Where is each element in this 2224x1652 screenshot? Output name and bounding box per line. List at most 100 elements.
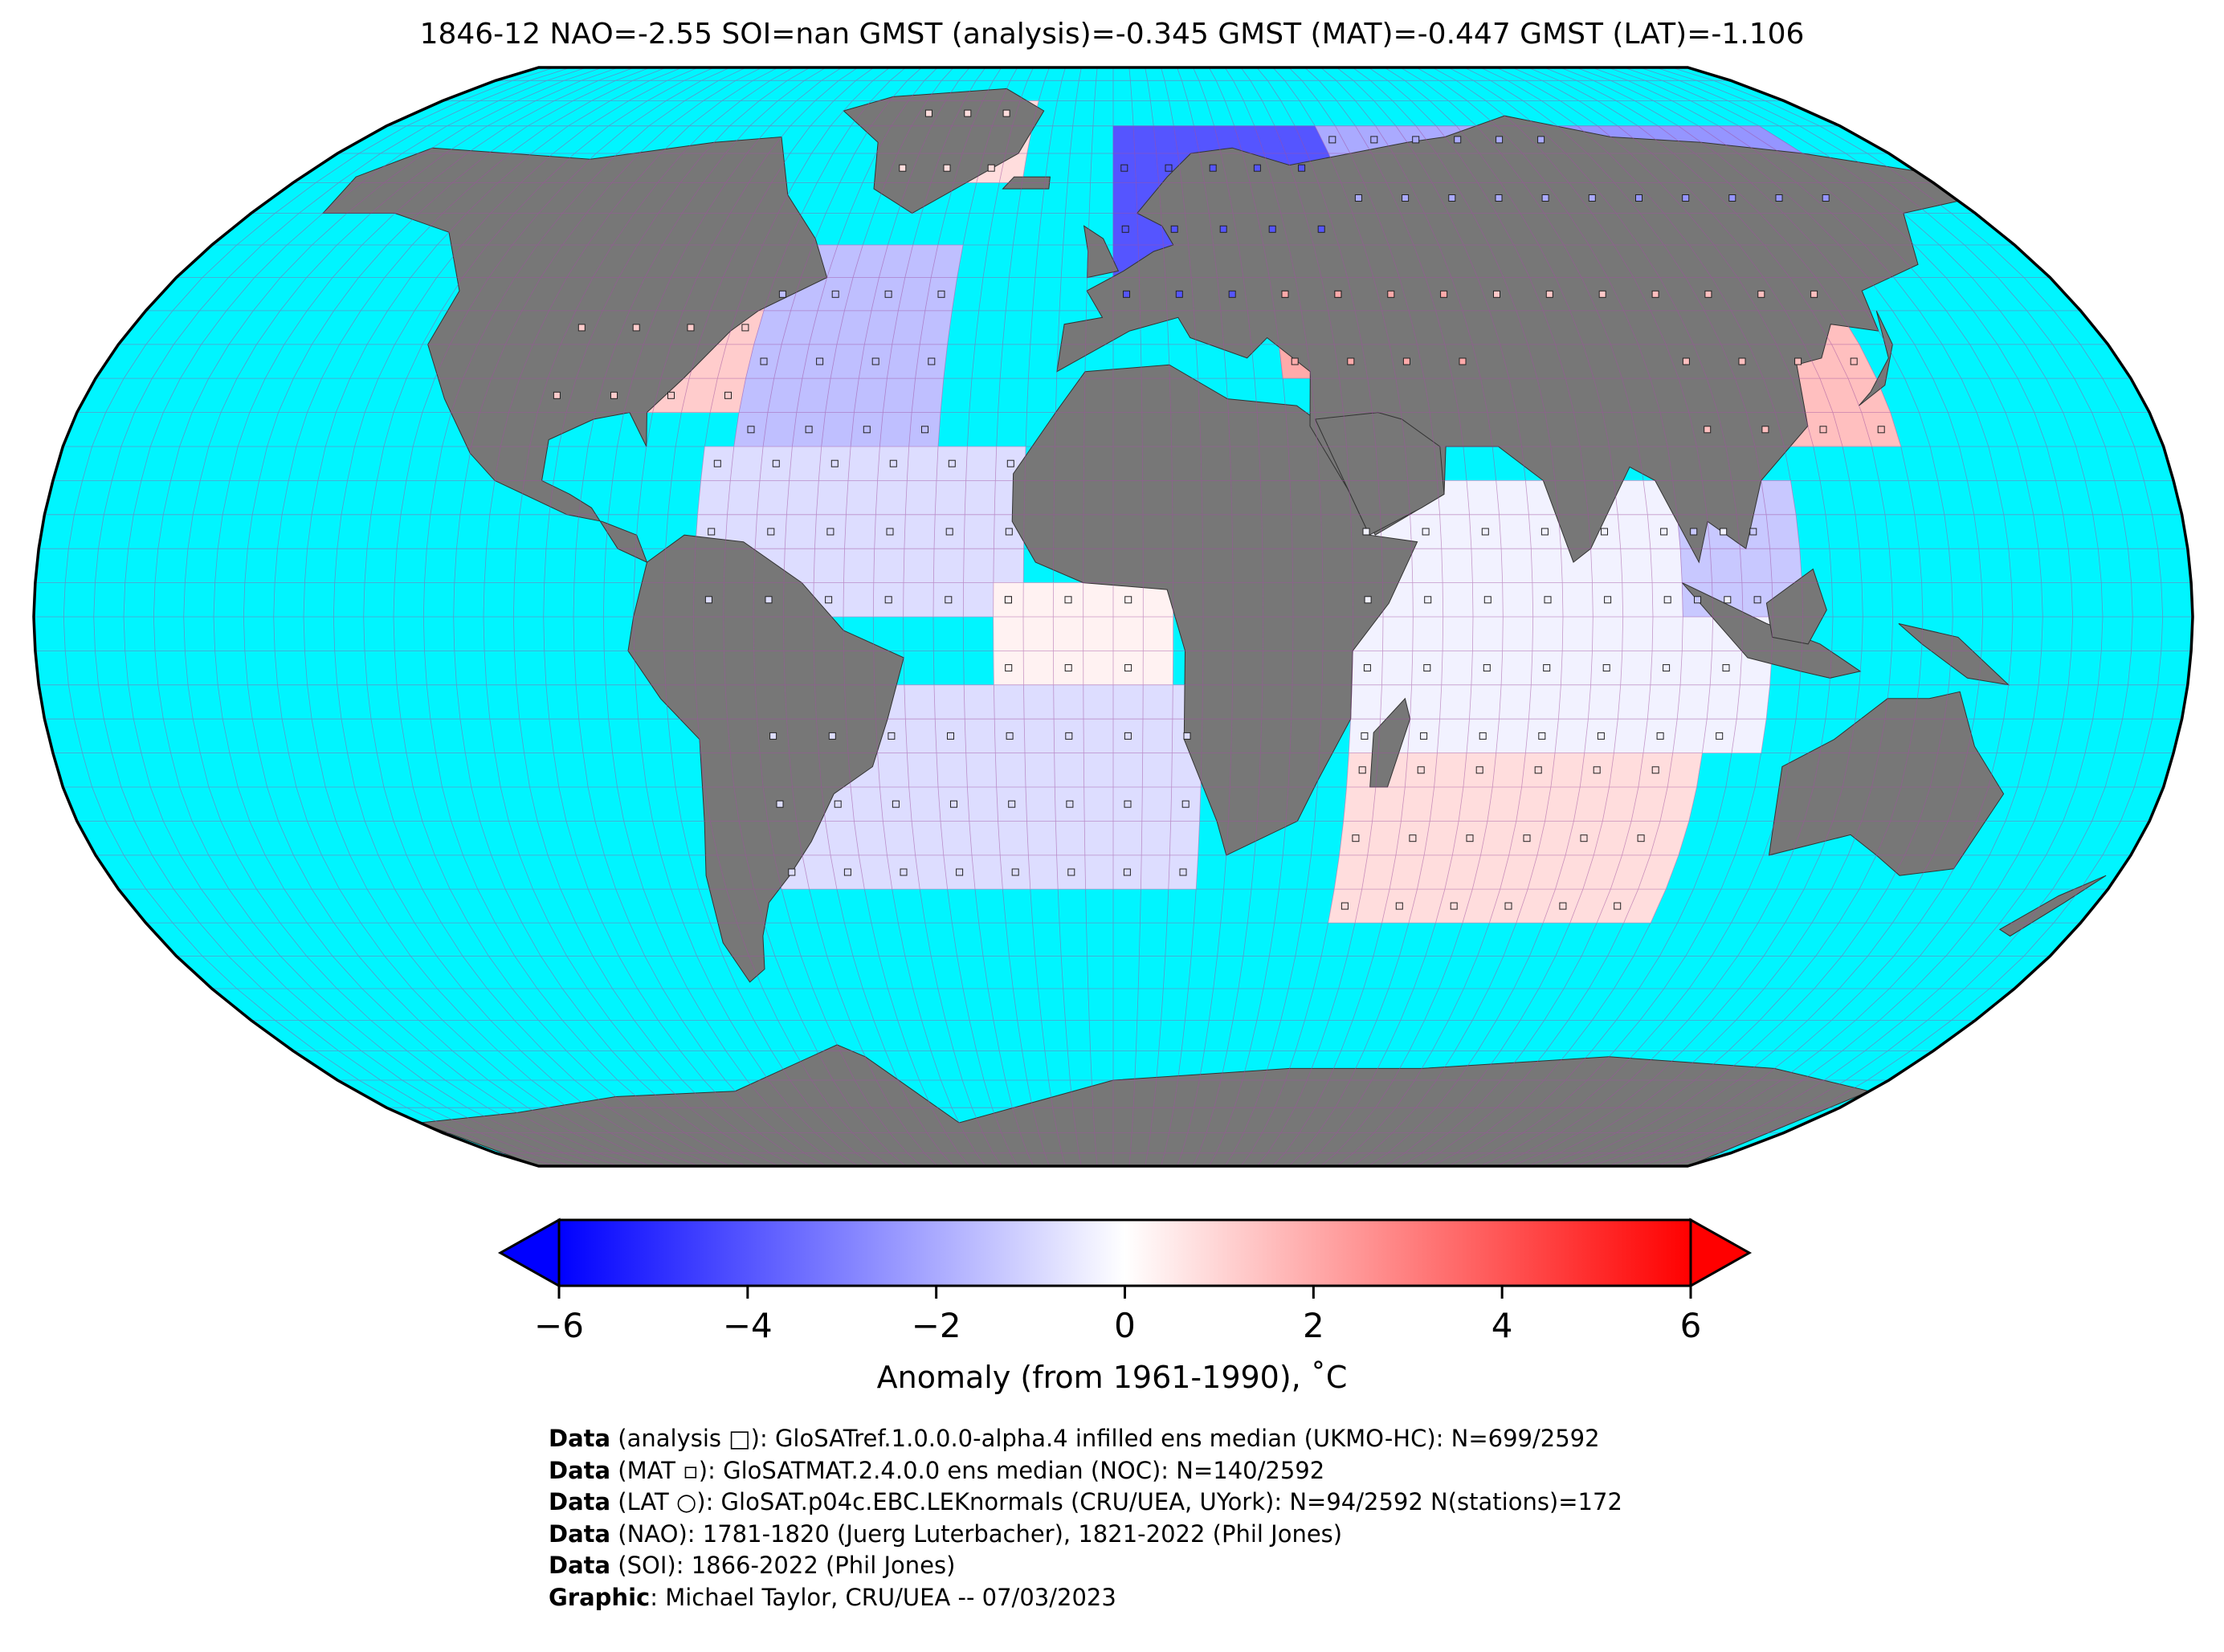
observation-marker bbox=[776, 800, 784, 808]
anomaly-cell bbox=[1437, 718, 1470, 753]
colorbar-tick-label: −4 bbox=[723, 1306, 773, 1345]
meridian-line bbox=[1352, 67, 1564, 1166]
meridian-line bbox=[602, 67, 843, 1166]
anomaly-cell bbox=[1647, 684, 1681, 720]
credit-bold: Data bbox=[549, 1519, 611, 1548]
anomaly-cell bbox=[965, 446, 998, 481]
anomaly-cell bbox=[903, 582, 934, 618]
anomaly-cell bbox=[854, 377, 888, 413]
observation-marker bbox=[945, 596, 953, 604]
anomaly-cell bbox=[904, 684, 936, 720]
meridian-line bbox=[1368, 67, 1594, 1166]
anomaly-cell bbox=[1681, 616, 1714, 651]
land-new-guinea bbox=[1898, 623, 2010, 686]
meridian-line bbox=[153, 67, 603, 1166]
anomaly-cell bbox=[969, 821, 1001, 856]
meridian-line bbox=[1272, 67, 1414, 1166]
anomaly-cell bbox=[1499, 684, 1532, 720]
anomaly-cell bbox=[1561, 651, 1593, 686]
anomaly-cell bbox=[882, 821, 916, 856]
anomaly-cell bbox=[994, 684, 1025, 720]
observation-marker bbox=[1541, 194, 1549, 202]
anomaly-cell bbox=[1769, 548, 1802, 583]
observation-marker bbox=[1794, 357, 1802, 365]
meridian-line bbox=[1022, 67, 1066, 1166]
anomaly-cell bbox=[1028, 855, 1059, 890]
anomaly-cell bbox=[789, 446, 822, 481]
meridian-line bbox=[1083, 67, 1098, 1166]
anomaly-cell bbox=[1620, 651, 1653, 686]
anomaly-cell bbox=[1410, 684, 1443, 720]
meridian-line bbox=[1052, 67, 1082, 1166]
anomaly-cell bbox=[1372, 786, 1406, 822]
observation-marker bbox=[1363, 664, 1371, 672]
observation-marker bbox=[956, 868, 964, 876]
anomaly-cell bbox=[1709, 548, 1743, 583]
observation-marker bbox=[1483, 664, 1491, 672]
anomaly-cell bbox=[1401, 786, 1434, 822]
meridian-line bbox=[543, 67, 810, 1166]
observation-marker bbox=[1593, 766, 1601, 774]
anomaly-cell bbox=[1112, 753, 1144, 788]
observation-marker bbox=[1183, 732, 1191, 740]
anomaly-cell bbox=[936, 753, 968, 788]
anomaly-cell bbox=[963, 514, 995, 549]
meridian-line bbox=[273, 67, 667, 1166]
credit-bold: Graphic bbox=[549, 1583, 651, 1611]
observation-marker bbox=[724, 391, 732, 399]
anomaly-cell bbox=[1132, 125, 1157, 154]
anomaly-cell bbox=[844, 514, 876, 549]
meridian-line bbox=[333, 67, 699, 1166]
meridian-line bbox=[1463, 67, 1773, 1166]
observation-marker bbox=[1291, 357, 1299, 365]
anomaly-cell bbox=[963, 684, 995, 720]
observation-marker bbox=[1006, 459, 1014, 467]
observation-marker bbox=[1124, 800, 1132, 808]
anomaly-cell bbox=[1169, 821, 1200, 856]
observation-marker bbox=[1352, 834, 1360, 842]
observation-marker bbox=[1124, 664, 1132, 672]
anomaly-cell bbox=[1083, 684, 1114, 720]
anomaly-cell bbox=[1761, 480, 1797, 516]
anomaly-cell bbox=[1502, 582, 1534, 618]
observation-marker bbox=[1663, 596, 1671, 604]
meridian-line bbox=[93, 67, 571, 1166]
anomaly-cell bbox=[1112, 616, 1144, 651]
credit-line-mat: Data (MAT ▫): GloSATMAT.2.4.0.0 ens medi… bbox=[549, 1455, 1622, 1487]
colorbar-tick-label: −2 bbox=[912, 1306, 961, 1345]
observation-marker bbox=[747, 426, 755, 434]
anomaly-cell bbox=[1382, 616, 1414, 651]
observation-marker bbox=[708, 528, 716, 536]
anomaly-cell bbox=[911, 377, 945, 413]
anomaly-cell bbox=[1550, 753, 1585, 788]
credit-text: (NAO): 1781-1820 (Juerg Luterbacher), 18… bbox=[610, 1519, 1343, 1548]
anomaly-cell bbox=[1676, 684, 1711, 720]
anomaly-cell bbox=[1561, 616, 1594, 651]
observation-marker bbox=[1341, 902, 1349, 910]
colorbar-tick-label: 2 bbox=[1303, 1306, 1324, 1345]
observation-marker bbox=[1123, 868, 1131, 876]
observation-marker bbox=[1580, 834, 1588, 842]
anomaly-cell bbox=[1499, 514, 1532, 549]
meridian-line bbox=[1496, 67, 1834, 1166]
station-markers bbox=[553, 109, 1885, 910]
meridian-line bbox=[512, 67, 794, 1166]
observation-marker bbox=[1534, 766, 1542, 774]
credit-text: (SOI): 1866-2022 (Phil Jones) bbox=[610, 1552, 956, 1579]
observation-marker bbox=[778, 290, 786, 298]
meridian-line bbox=[753, 67, 922, 1166]
meridian-line bbox=[63, 67, 555, 1166]
observation-marker bbox=[1538, 732, 1546, 740]
colorbar-label: Anomaly (from 1961-1990), ˚C bbox=[876, 1360, 1348, 1395]
observation-marker bbox=[1479, 732, 1487, 740]
credit-line-analysis: Data (analysis □): GloSATref.1.0.0.0-alp… bbox=[549, 1423, 1622, 1455]
observation-marker bbox=[1602, 664, 1610, 672]
observation-marker bbox=[1496, 136, 1504, 144]
meridian-line bbox=[363, 67, 715, 1166]
meridian-line bbox=[1591, 67, 2014, 1166]
observation-marker bbox=[1006, 732, 1014, 740]
observation-marker bbox=[884, 290, 892, 298]
observation-marker bbox=[610, 391, 618, 399]
anomaly-cell bbox=[1142, 651, 1173, 686]
anomaly-cell bbox=[877, 753, 910, 788]
